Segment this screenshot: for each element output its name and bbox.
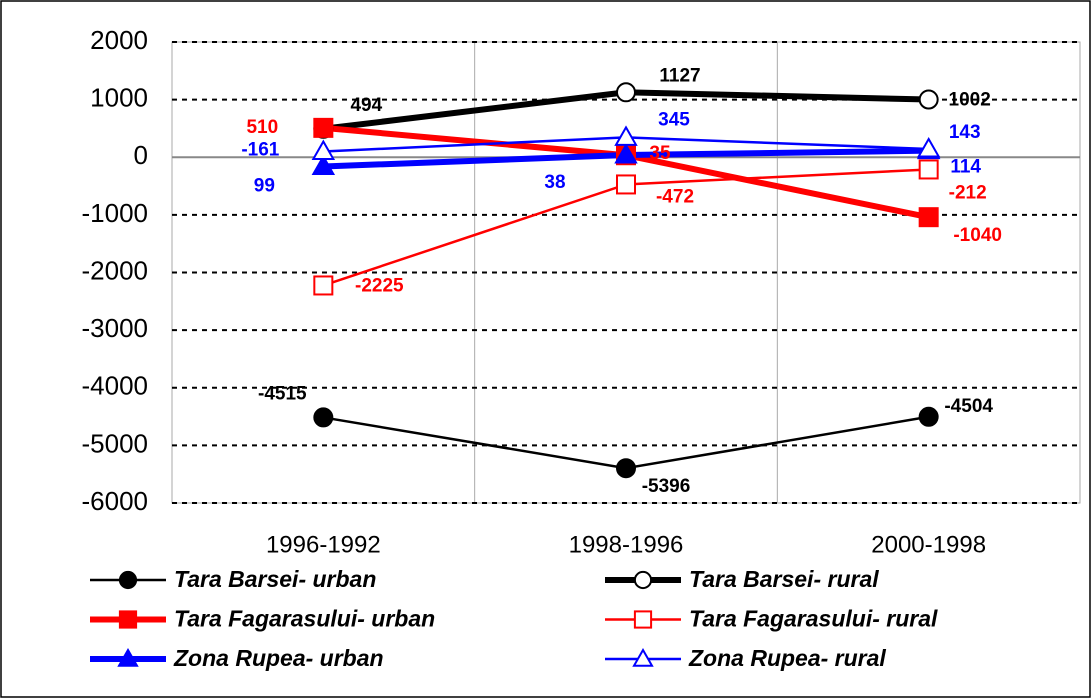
data-label: -4515	[258, 383, 307, 404]
marker	[614, 125, 638, 146]
legend-item: Tara Barsei- urban	[90, 566, 376, 592]
legend-label: Tara Barsei- rural	[689, 566, 879, 592]
legend-label: Zona Rupea- rural	[688, 645, 886, 671]
data-label: 1002	[949, 90, 991, 111]
data-label: -1040	[953, 225, 1002, 246]
legend-label: Tara Barsei- urban	[174, 566, 376, 592]
data-label: -212	[949, 182, 987, 203]
legend-item: Zona Rupea- urban	[90, 645, 384, 671]
data-label: 99	[254, 176, 275, 197]
marker	[616, 82, 636, 103]
legend-label: Zona Rupea- urban	[173, 645, 384, 671]
marker	[313, 407, 334, 428]
marker	[313, 275, 334, 296]
y-tick-label: -1000	[82, 198, 149, 228]
marker	[918, 89, 939, 110]
legend-item: Tara Fagarasului- urban	[90, 606, 435, 632]
legend-marker	[118, 610, 138, 629]
marker	[313, 117, 334, 138]
y-tick-label: -5000	[82, 428, 149, 458]
data-label: -4504	[944, 396, 993, 417]
marker	[616, 458, 636, 479]
x-tick-label: 2000-1998	[871, 531, 986, 558]
y-tick-label: -3000	[82, 313, 149, 343]
data-label: -2225	[355, 275, 404, 296]
marker	[616, 174, 636, 195]
legend-label: Tara Fagarasului- urban	[174, 606, 435, 632]
marker	[916, 136, 941, 158]
y-tick-label: 0	[134, 140, 148, 170]
legend-marker	[632, 647, 654, 667]
legend-label: Tara Fagarasului- rural	[689, 606, 938, 632]
legend-marker	[633, 570, 653, 590]
data-label: -472	[656, 186, 694, 207]
y-tick-label: 2000	[90, 25, 148, 55]
data-label: 1127	[659, 65, 700, 86]
data-label: 38	[544, 172, 565, 193]
data-label: 114	[950, 157, 981, 178]
marker	[614, 143, 638, 164]
legend-marker	[117, 647, 139, 667]
data-label: -161	[241, 140, 279, 161]
legend-marker	[118, 570, 138, 590]
data-label: 510	[246, 117, 278, 138]
marker	[918, 406, 939, 427]
y-tick-label: -6000	[82, 486, 149, 516]
legend-item: Tara Barsei- rural	[605, 566, 879, 592]
y-tick-label: 1000	[90, 83, 148, 113]
data-label: 345	[658, 109, 690, 130]
x-tick-label: 1996-1992	[266, 531, 381, 558]
marker	[918, 207, 939, 228]
x-tick-label: 1998-1996	[569, 531, 684, 558]
data-label: 143	[949, 122, 981, 143]
marker	[311, 139, 336, 161]
marker	[311, 154, 336, 176]
data-label: 35	[649, 143, 671, 164]
legend-marker	[633, 610, 653, 629]
data-label: 494	[350, 95, 382, 116]
y-tick-label: -4000	[82, 371, 149, 401]
y-tick-label: -2000	[82, 255, 149, 285]
data-label: -5396	[642, 476, 691, 497]
legend-item: Tara Fagarasului- rural	[605, 606, 938, 632]
legend-item: Zona Rupea- rural	[605, 645, 886, 671]
marker	[918, 159, 939, 180]
